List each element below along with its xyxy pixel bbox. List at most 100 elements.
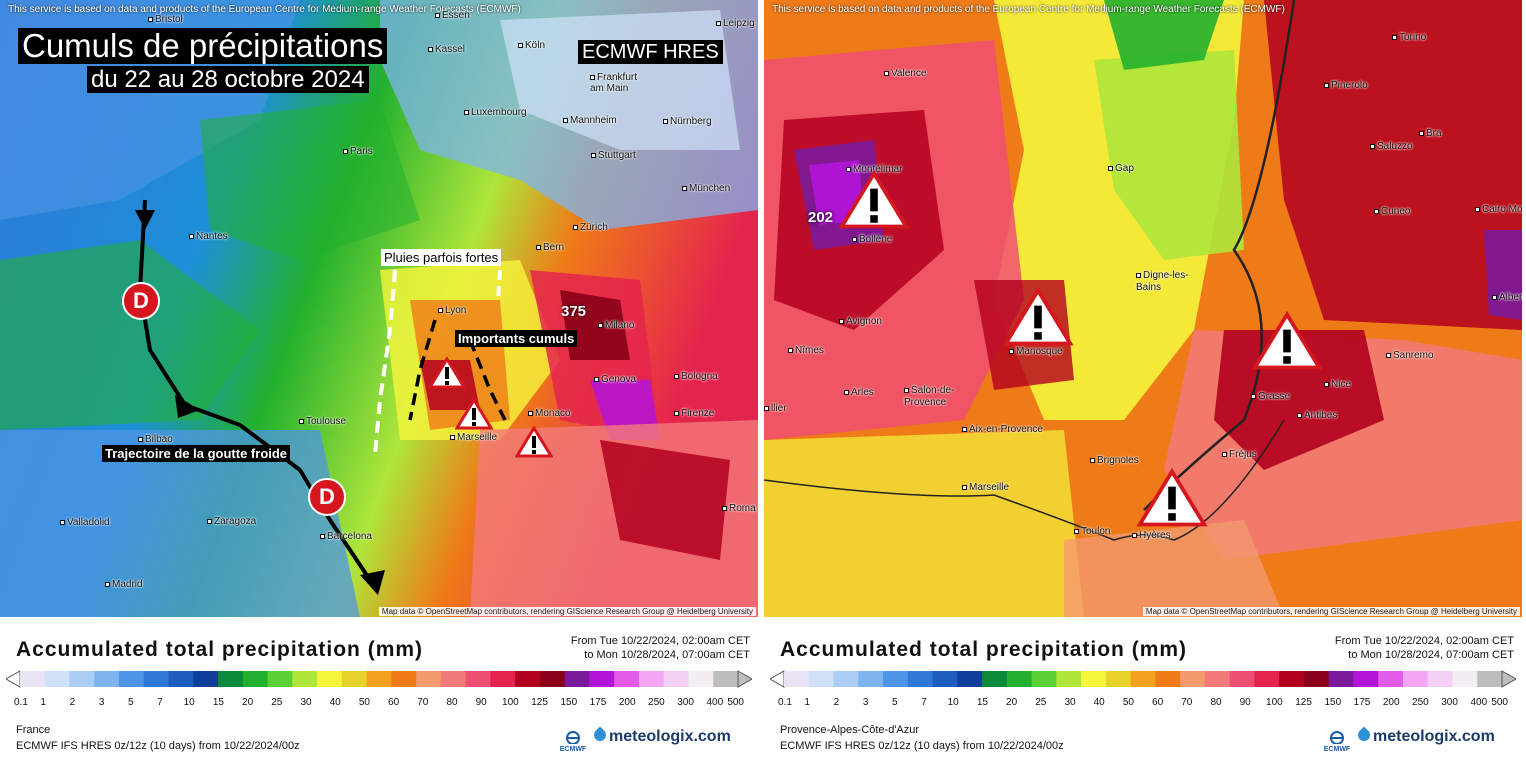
city-label: Milano (598, 320, 634, 331)
color-scale-swatch (1229, 671, 1255, 687)
scale-tick-label: 0.1 (778, 697, 792, 708)
city-label: Aix-en-Provence (962, 424, 1043, 435)
color-scale-swatch (932, 671, 958, 687)
warning-icon (1136, 467, 1208, 527)
city-label: Toulouse (299, 416, 346, 427)
city-label: Fréjus (1222, 449, 1257, 460)
color-scale-swatch (1303, 671, 1330, 687)
scale-tick-label: 60 (388, 697, 400, 708)
color-scale-swatch (94, 671, 120, 687)
city-label: Monaco (528, 408, 571, 419)
scale-tick-label: 2 (833, 697, 840, 708)
color-scale-swatch (858, 671, 884, 687)
ecmwf-logo-icon (1330, 731, 1344, 745)
warning-icon (1002, 286, 1074, 346)
model-run-label: ECMWF IFS HRES 0z/12z (10 days) from 10/… (780, 740, 1064, 752)
scale-tick-label: 40 (329, 697, 341, 708)
city-label: Cuneo (1374, 206, 1410, 217)
city-label: Nürnberg (663, 116, 712, 127)
scale-tick-label: 250 (648, 697, 665, 708)
city-label: Montélimar (846, 164, 902, 175)
city-label: Roma (722, 503, 756, 514)
color-scale-swatch (1105, 671, 1132, 687)
color-scale-swatch (292, 671, 318, 687)
color-scale-swatch (883, 671, 909, 687)
region-label: France (16, 724, 51, 736)
color-scale-swatch (1477, 671, 1503, 687)
scale-tick-label: 20 (1006, 697, 1018, 708)
warning-icon (455, 398, 493, 430)
annotation-pluies-fortes: Pluies parfois fortes (381, 249, 502, 266)
warning-icon (515, 426, 553, 458)
scale-tick-label: 15 (976, 697, 988, 708)
city-label: Luxembourg (464, 107, 527, 118)
osm-credit: Map data © OpenStreetMap contributors, r… (378, 607, 756, 616)
scale-tick-label: 300 (1441, 697, 1458, 708)
scale-tick-label: 80 (446, 697, 458, 708)
color-scale-swatch (1204, 671, 1231, 687)
city-label: Grasse (1251, 391, 1290, 402)
city-label: Bilbao (138, 434, 173, 445)
meteologix-logo[interactable]: meteologix.com (1355, 726, 1495, 746)
ecmwf-logo-text: ECMWF (1323, 746, 1351, 753)
color-scale-swatch (1081, 671, 1107, 687)
color-scale-swatch (317, 671, 343, 687)
scale-tick-label: 200 (1382, 697, 1400, 708)
scale-tick-label: 125 (1295, 697, 1312, 708)
meteologix-logo-text: meteologix.com (1373, 728, 1495, 745)
city-label: Kassel (428, 44, 465, 55)
city-label: Bra (1419, 128, 1442, 139)
city-label: Nîmes (788, 345, 824, 356)
city-label: Nantes (189, 231, 228, 242)
color-scale-swatch (1180, 671, 1206, 687)
scale-tick-label: 500 (727, 697, 744, 708)
city-label: Antibes (1297, 410, 1337, 421)
color-scale-swatch (143, 671, 170, 687)
scale-tick-label: 1 (804, 697, 810, 708)
city-label: Essen (435, 10, 470, 21)
color-scale-swatch (242, 671, 269, 687)
osm-credit: Map data © OpenStreetMap contributors, r… (1142, 607, 1520, 616)
city-label: Leipzig (716, 18, 755, 29)
city-label: Marseille (962, 482, 1009, 493)
color-scale-swatch (218, 671, 244, 687)
color-scale-swatch (784, 671, 810, 687)
warning-icon (1251, 310, 1323, 370)
depression-marker: D (122, 282, 160, 320)
legend-title: Accumulated total precipitation (mm) (16, 638, 424, 661)
color-scale-swatch (1006, 671, 1033, 687)
scale-tick-label: 10 (947, 697, 959, 708)
city-label: Bollène (852, 234, 892, 245)
city-label: Genova (594, 374, 636, 385)
color-scale-swatch (465, 671, 491, 687)
scale-tick-label: 1 (40, 697, 46, 708)
city-label: Albeng (1492, 292, 1522, 303)
scale-tick-label: 15 (212, 697, 224, 708)
city-label: Saluzzo (1370, 141, 1413, 152)
color-scale-swatch (391, 671, 417, 687)
scale-min-arrow (770, 670, 785, 688)
color-scale (6, 670, 752, 688)
depression-marker: D (308, 478, 346, 516)
city-label: Marseille (450, 432, 497, 443)
scale-tick-label: 5 (128, 697, 134, 708)
city-label: Salon-de-Provence (904, 385, 974, 409)
meteologix-logo[interactable]: meteologix.com (591, 726, 731, 746)
drop-icon (591, 726, 609, 744)
scale-tick-label: 2 (69, 697, 76, 708)
scale-tick-label: 7 (921, 697, 927, 708)
annotation-importants-cumuls: Importants cumuls (455, 330, 578, 347)
city-label: Zürich (573, 222, 608, 233)
color-scale-swatch (341, 671, 368, 687)
color-scale-swatch (1254, 671, 1280, 687)
ecmwf-logo: ECMWF (558, 730, 588, 756)
color-scale-swatch (1427, 671, 1453, 687)
color-scale-swatch (614, 671, 640, 687)
color-scale-swatch (1378, 671, 1404, 687)
scale-min-arrow (6, 670, 21, 688)
scale-tick-label: 50 (358, 697, 370, 708)
city-label: Bern (536, 242, 564, 253)
color-scale-swatch (713, 671, 739, 687)
color-scale-swatch (1130, 671, 1156, 687)
city-label: Torino (1392, 32, 1426, 43)
